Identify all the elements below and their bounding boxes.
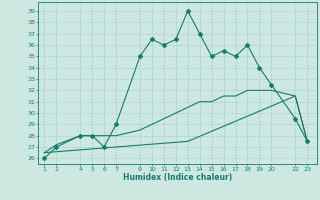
X-axis label: Humidex (Indice chaleur): Humidex (Indice chaleur) (123, 173, 232, 182)
